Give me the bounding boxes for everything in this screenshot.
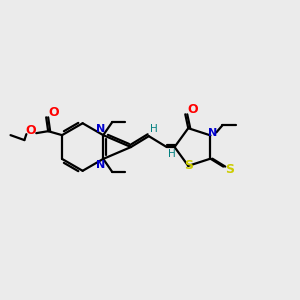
Text: N: N (96, 124, 105, 134)
Text: N: N (96, 160, 105, 170)
Text: O: O (187, 103, 197, 116)
Text: H: H (168, 149, 176, 159)
Text: S: S (225, 163, 234, 176)
Text: H: H (150, 124, 158, 134)
Text: O: O (25, 124, 36, 137)
Text: S: S (184, 159, 193, 172)
Text: N: N (208, 128, 217, 138)
Text: O: O (49, 106, 59, 119)
